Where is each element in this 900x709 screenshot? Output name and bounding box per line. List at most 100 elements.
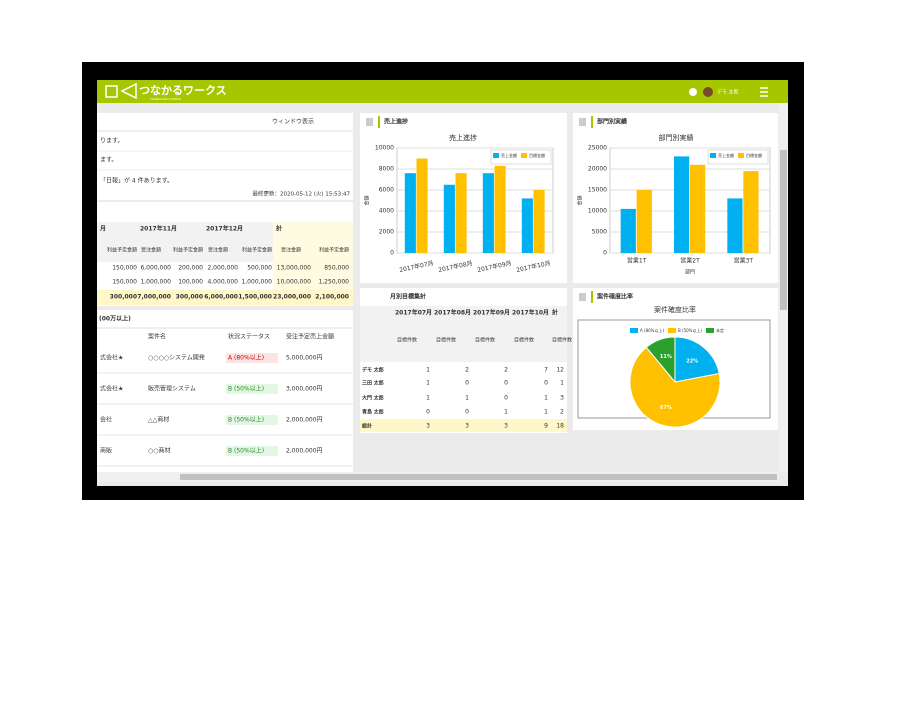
bar — [620, 208, 636, 253]
table-cell: B (50%以上) — [228, 416, 264, 424]
table-cell: 2 — [465, 367, 469, 374]
table-cell: 2,000,000円 — [286, 448, 323, 455]
chart-title: 部門別実績 — [659, 133, 694, 142]
table-cell: 1,250,000 — [318, 279, 349, 286]
table-subheader: 目標件数 — [552, 337, 572, 344]
chart-title: 案件確度比率 — [654, 305, 696, 314]
legend-label: A (80%以上) — [640, 327, 664, 333]
table-subheader: 目標件数 — [397, 337, 417, 344]
avatar[interactable] — [703, 87, 713, 97]
table-cell: 1 — [465, 395, 469, 402]
slice-label: 11% — [660, 354, 672, 360]
table-header: 案件名 — [148, 333, 166, 341]
y-tick-label: 5000 — [592, 229, 607, 236]
table-cell: 10,000,000 — [277, 279, 312, 286]
y-tick-label: 2000 — [379, 229, 394, 236]
table-header: 2017年11月 — [140, 225, 177, 233]
row-name: 総計 — [362, 423, 372, 430]
legend-label: 目標金額 — [529, 152, 545, 158]
y-tick-label: 15000 — [588, 187, 607, 194]
apps-icon[interactable] — [105, 85, 118, 98]
info-icon[interactable] — [689, 88, 697, 96]
logo-mark — [120, 82, 137, 100]
slice-label: 67% — [660, 405, 672, 411]
v-thumb[interactable] — [780, 150, 787, 310]
notice-line: ります。 — [100, 138, 123, 145]
table-cell: 販売管理システム — [148, 385, 196, 393]
table-cell: 18 — [556, 423, 564, 430]
h-thumb[interactable] — [180, 474, 777, 480]
bar — [482, 173, 494, 253]
row-name: 青島 太郎 — [362, 409, 384, 416]
panel-title: 部門別実績 — [597, 118, 627, 126]
pie-slice — [645, 336, 676, 384]
table-subheader: 目標件数 — [514, 337, 534, 344]
bar — [743, 171, 759, 253]
status-bg — [226, 384, 278, 394]
row-name: デモ 太郎 — [362, 367, 384, 374]
table-cell: 3 — [504, 423, 508, 430]
bar — [416, 158, 428, 253]
table-cell: ○○○○システム開発 — [148, 354, 205, 362]
panel-icon — [366, 118, 373, 126]
y-tick-label: 10000 — [375, 145, 394, 152]
table-cell: 0 — [426, 409, 430, 416]
user-name[interactable]: デモ 太郎 — [717, 89, 739, 96]
y-tick-label: 6000 — [379, 187, 394, 194]
status-bg — [226, 353, 278, 363]
status-bg — [226, 415, 278, 425]
table-cell: 3,000,000円 — [286, 386, 323, 393]
table-header: 2017年09月 — [473, 309, 510, 317]
table-cell: 13,000,000 — [277, 265, 312, 272]
pie-slice — [629, 346, 721, 428]
panel-title: 売上進捗 — [383, 118, 408, 126]
status-bg — [226, 446, 278, 456]
y-tick-label: 20000 — [588, 166, 607, 173]
y-tick-label: 8000 — [379, 166, 394, 173]
table-cell: 1 — [544, 395, 548, 402]
legend-label: 売上金額 — [501, 152, 517, 158]
legend-swatch — [630, 328, 638, 333]
panel-title: (00万以上) — [99, 315, 131, 323]
table-cell: △△商材 — [148, 416, 169, 424]
panel-accent — [591, 291, 593, 303]
top-bar — [97, 80, 788, 103]
menu-icon[interactable] — [760, 87, 768, 97]
table-cell: 式会社★ — [100, 385, 123, 393]
table-cell: 商販 — [100, 447, 112, 455]
window-button[interactable]: ウィンドウ表示 — [272, 118, 314, 126]
table-cell: 会社 — [100, 416, 112, 424]
table-cell: 1,000,000 — [241, 279, 272, 286]
table-subheader: 目標件数 — [475, 337, 495, 344]
table-cell: ○○商材 — [148, 447, 170, 455]
table-cell: 3 — [426, 423, 430, 430]
bar — [443, 184, 455, 253]
bar — [690, 164, 706, 253]
table-header: 月 — [99, 225, 106, 233]
notice-line: ます。 — [100, 157, 117, 164]
table-subheader: 利益予定金額 — [173, 247, 203, 254]
table-cell: 1 — [560, 380, 564, 387]
legend-label: B (50%以上) — [678, 327, 702, 333]
y-tick-label: 0 — [390, 250, 394, 257]
table-cell: 1 — [426, 367, 430, 374]
table-cell: 150,000 — [112, 265, 137, 272]
bar — [727, 198, 743, 253]
table-cell: 2,000,000 — [207, 265, 238, 272]
table-cell: 2,000,000円 — [286, 417, 323, 424]
panel-title: 月別目標集計 — [389, 293, 426, 301]
pie-slice — [674, 336, 720, 383]
table-cell: 1,000,000 — [140, 279, 171, 286]
table-cell: 100,000 — [178, 279, 203, 286]
table-cell: 300,000 — [176, 294, 203, 301]
y-axis-label: 金額 — [364, 195, 371, 205]
table-cell: 式会社★ — [100, 354, 123, 362]
panel-icon — [579, 293, 586, 301]
legend-swatch — [521, 153, 527, 158]
updated: 最終更新：2020-05-12 (火) 15:53:47 — [253, 190, 351, 198]
table-header: 受注予定売上金額 — [286, 333, 334, 341]
table-header: 2017年10月 — [512, 309, 549, 317]
bar — [636, 190, 652, 253]
row-name: 三田 太郎 — [362, 380, 384, 387]
x-tick-label: 営業2T — [680, 257, 700, 265]
